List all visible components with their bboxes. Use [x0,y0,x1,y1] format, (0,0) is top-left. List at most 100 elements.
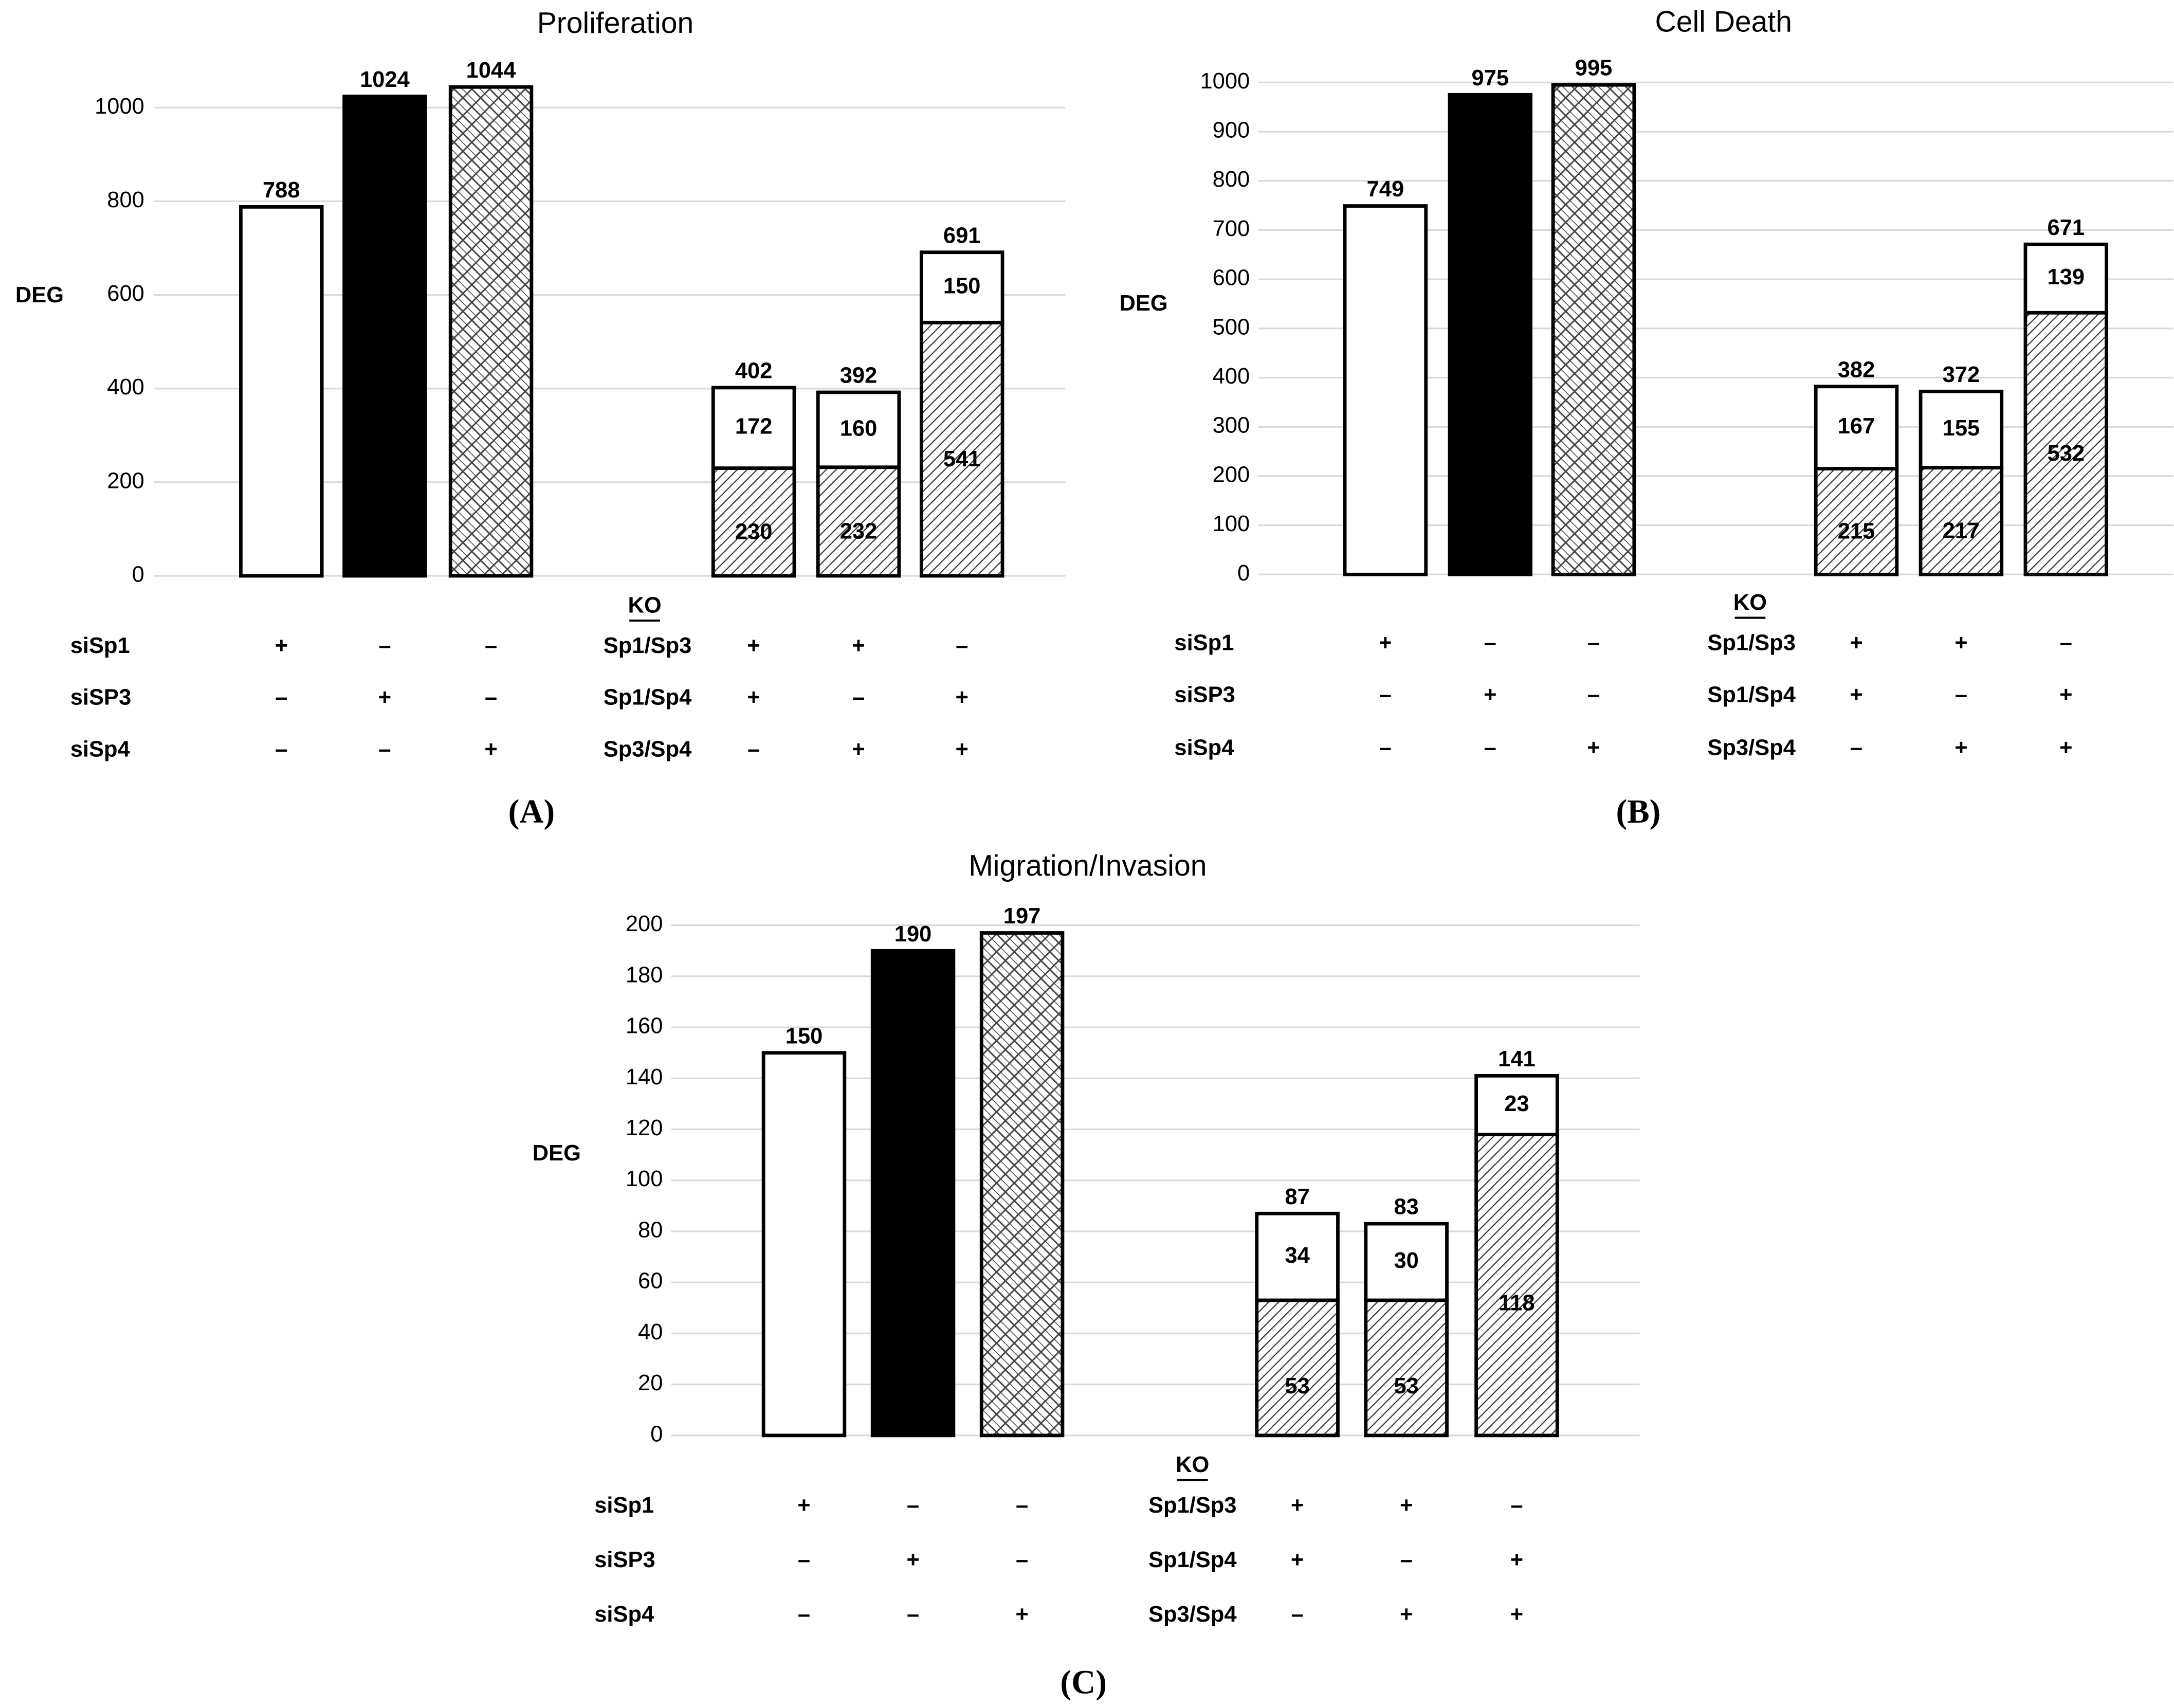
bar-segment [2023,311,2109,576]
y-tick-label: 80 [638,1218,663,1242]
condition-mark: – [378,737,391,761]
condition-mark: + [275,633,288,658]
data-label: 190 [894,922,932,947]
total-label: 691 [943,223,981,248]
condition-mark: – [907,1602,919,1627]
data-label: 150 [943,274,981,299]
total-label: 392 [840,364,878,388]
data-label: 217 [1943,519,1980,543]
row-label: siSp1 [1174,631,1234,656]
data-label: 118 [1499,1291,1534,1316]
y-tick-label: 1000 [1200,69,1250,94]
y-tick-label: 120 [626,1116,663,1140]
condition-mark: + [1291,1548,1304,1572]
data-label: 232 [840,519,878,544]
condition-mark: + [484,737,497,761]
y-tick-label: 0 [650,1422,663,1446]
condition-mark: + [906,1548,919,1572]
condition-mark: + [1379,631,1392,656]
data-label: 975 [1472,66,1509,90]
row-label: siSp4 [594,1602,654,1627]
data-label: 230 [735,520,773,544]
data-label: 215 [1838,519,1875,544]
condition-mark: – [485,633,497,658]
y-tick-label: 200 [1213,462,1250,487]
condition-mark: – [1955,682,1967,707]
bar-segment [1814,385,1899,470]
ko-header: KO [1176,1452,1209,1477]
condition-mark: – [1484,631,1496,656]
row-label: Sp1/Sp4 [604,685,692,710]
data-label: 139 [2048,265,2085,289]
y-tick-label: 140 [626,1065,663,1089]
condition-mark: + [1510,1548,1523,1572]
data-label: 150 [785,1024,823,1048]
condition-mark: – [1850,736,1862,760]
y-axis-label: DEG [15,283,64,307]
bar [1448,93,1533,576]
row-label: siSp1 [594,1493,654,1518]
bar-segment [816,465,901,578]
y-tick-label: 600 [1213,266,1250,290]
chart-title: Cell Death [1655,5,1793,38]
condition-mark: – [1016,1548,1028,1572]
condition-mark: + [1850,631,1862,656]
condition-mark: – [1379,682,1392,707]
bar [761,1051,847,1438]
data-label: 23 [1504,1092,1529,1116]
ko-header: KO [1733,590,1767,615]
condition-mark: + [1291,1493,1304,1518]
chart-title: Migration/Invasion [969,849,1207,882]
data-label: 167 [1838,414,1875,439]
condition-mark: – [1587,631,1600,656]
y-tick-label: 100 [1213,512,1250,536]
condition-mark: – [485,685,497,710]
y-tick-label: 300 [1213,413,1250,438]
condition-mark: – [798,1548,810,1572]
condition-mark: + [852,633,865,658]
y-tick-label: 500 [1213,315,1250,339]
y-tick-label: 200 [107,468,144,493]
row-label: siSp1 [70,633,130,658]
condition-mark: – [1379,736,1392,760]
condition-mark: + [955,737,968,761]
y-tick-label: 600 [107,281,144,306]
y-tick-label: 200 [626,912,663,936]
data-label: 749 [1367,177,1404,202]
panel-label: (A) [508,793,555,830]
data-label: 995 [1575,56,1613,81]
bar [1343,204,1428,576]
y-tick-label: 1000 [95,94,144,119]
condition-mark: – [1400,1548,1413,1572]
bar-segment [1255,1298,1340,1438]
y-tick-label: 900 [1213,118,1250,143]
total-label: 671 [2048,215,2085,240]
ko-header: KO [628,593,661,617]
data-label: 788 [263,178,300,203]
row-label: Sp3/Sp4 [1707,736,1796,760]
y-tick-label: 800 [1213,167,1250,192]
bar-segment [919,250,1004,324]
data-label: 1024 [360,67,410,92]
data-label: 532 [2048,441,2085,466]
row-label: Sp1/Sp4 [1707,682,1796,707]
y-tick-label: 60 [638,1269,663,1294]
data-label: 197 [1003,904,1041,929]
chart-title: Proliferation [537,7,694,40]
condition-mark: – [2060,631,2072,656]
data-label: 160 [840,416,878,441]
bar-segment [1919,466,2004,576]
condition-mark: – [1484,736,1496,760]
bar-segment [1814,467,1899,576]
bar [1551,83,1636,576]
data-label: 541 [943,447,981,471]
bar-segment [1474,1074,1559,1136]
row-label: Sp1/Sp3 [604,633,692,658]
condition-mark: + [1954,736,1967,760]
bar [979,931,1065,1438]
condition-mark: + [378,685,391,710]
row-label: siSP3 [594,1548,655,1572]
row-label: siSp4 [70,737,130,761]
condition-mark: + [2059,736,2072,760]
